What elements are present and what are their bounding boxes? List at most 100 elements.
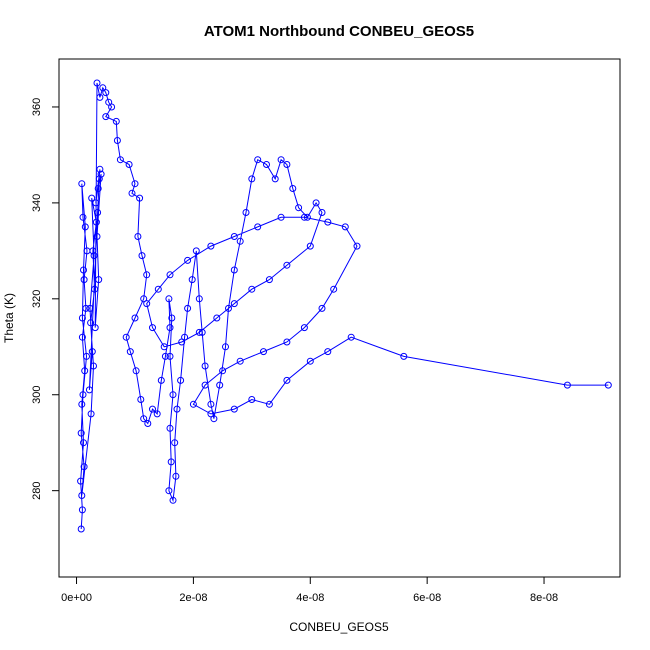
data-point bbox=[222, 343, 229, 351]
data-point bbox=[77, 525, 85, 533]
data-point bbox=[140, 415, 148, 423]
data-point bbox=[90, 362, 97, 370]
data-point bbox=[93, 233, 101, 240]
data-point bbox=[88, 194, 96, 202]
data-point bbox=[122, 333, 130, 341]
data-point bbox=[149, 324, 156, 332]
data-point bbox=[189, 400, 197, 408]
data-point bbox=[166, 271, 174, 279]
chart-title: ATOM1 Northbound CONBEU_GEOS5 bbox=[204, 23, 474, 40]
data-point bbox=[116, 156, 124, 164]
data-point bbox=[289, 185, 297, 192]
data-point bbox=[195, 295, 203, 303]
data-point bbox=[108, 103, 116, 111]
data-point bbox=[77, 429, 85, 437]
data-point bbox=[78, 180, 86, 188]
data-point bbox=[165, 487, 173, 495]
data-point bbox=[312, 199, 320, 207]
data-point bbox=[216, 381, 224, 389]
data-point bbox=[95, 175, 103, 183]
data-point bbox=[198, 328, 206, 336]
data-point bbox=[353, 242, 361, 250]
data-point bbox=[78, 506, 86, 514]
data-point bbox=[112, 117, 120, 125]
x-tick-label: 4e-08 bbox=[296, 592, 324, 604]
data-point bbox=[236, 237, 244, 245]
data-point bbox=[169, 391, 177, 399]
y-tick-label: 340 bbox=[31, 194, 43, 212]
data-point bbox=[168, 314, 176, 322]
data-point bbox=[169, 496, 177, 504]
data-point bbox=[400, 352, 408, 360]
data-point bbox=[283, 376, 291, 384]
data-point bbox=[78, 333, 86, 341]
data-point bbox=[90, 252, 98, 260]
data-point bbox=[265, 276, 273, 284]
x-tick-label: 8e-08 bbox=[530, 592, 558, 604]
data-point bbox=[230, 300, 238, 308]
data-point bbox=[149, 405, 156, 413]
data-point bbox=[207, 400, 215, 408]
data-point bbox=[78, 492, 86, 499]
data-point bbox=[201, 381, 209, 389]
data-point bbox=[265, 400, 273, 408]
data-point bbox=[78, 400, 86, 408]
data-point bbox=[300, 213, 308, 221]
data-point bbox=[173, 405, 181, 413]
data-point bbox=[283, 261, 291, 269]
x-tick-label: 2e-08 bbox=[179, 592, 207, 604]
data-point bbox=[128, 189, 136, 197]
data-point bbox=[184, 256, 192, 264]
data-point bbox=[260, 348, 267, 356]
data-point bbox=[138, 252, 146, 260]
data-point bbox=[79, 391, 87, 399]
data-point bbox=[88, 348, 96, 356]
data-point bbox=[79, 213, 87, 221]
data-point bbox=[295, 204, 303, 212]
data-point bbox=[184, 304, 192, 312]
data-point bbox=[254, 156, 262, 164]
x-axis-label: CONBEU_GEOS5 bbox=[289, 620, 389, 634]
data-point bbox=[271, 175, 279, 183]
data-point bbox=[93, 79, 101, 87]
data-point bbox=[248, 285, 256, 293]
data-point bbox=[225, 304, 232, 312]
data-point bbox=[86, 304, 94, 312]
data-point bbox=[213, 314, 221, 322]
data-point bbox=[230, 233, 238, 240]
data-point bbox=[248, 175, 256, 183]
data-point bbox=[96, 93, 104, 101]
data-point bbox=[87, 410, 95, 418]
data-points bbox=[77, 79, 612, 533]
data-point bbox=[604, 381, 612, 389]
data-point bbox=[283, 161, 291, 168]
data-point bbox=[125, 161, 133, 168]
data-point bbox=[77, 477, 85, 485]
data-point bbox=[102, 113, 110, 121]
data-point bbox=[330, 285, 338, 293]
data-point bbox=[277, 156, 285, 164]
data-point bbox=[563, 381, 571, 389]
data-point bbox=[318, 209, 326, 216]
data-point bbox=[306, 357, 314, 365]
x-tick-label: 0e+00 bbox=[61, 592, 92, 604]
data-point bbox=[207, 410, 215, 418]
data-point bbox=[157, 376, 165, 384]
data-point bbox=[126, 348, 134, 356]
data-point bbox=[283, 338, 291, 346]
data-point bbox=[131, 314, 139, 322]
data-point bbox=[97, 170, 105, 178]
data-point bbox=[248, 396, 256, 403]
y-tick-label: 360 bbox=[31, 98, 43, 116]
data-point bbox=[81, 223, 89, 231]
data-point bbox=[192, 247, 200, 255]
data-point bbox=[177, 376, 185, 384]
data-point bbox=[201, 362, 209, 370]
data-point bbox=[154, 285, 162, 293]
x-axis: 0e+00 2e-08 4e-08 6e-08 8e-08 bbox=[61, 576, 558, 604]
data-point bbox=[161, 352, 169, 360]
data-point bbox=[242, 209, 250, 216]
y-tick-label: 280 bbox=[31, 481, 43, 499]
data-point bbox=[92, 199, 100, 207]
